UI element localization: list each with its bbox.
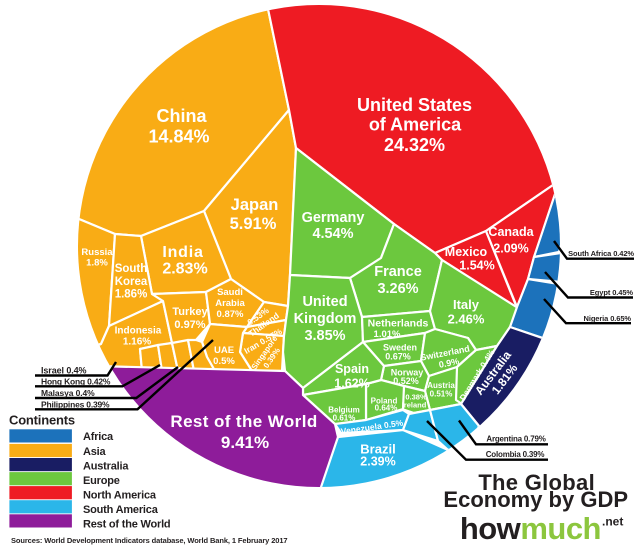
svg-text:Brazil: Brazil [360,442,395,457]
svg-text:Kingdom: Kingdom [294,311,357,327]
svg-text:0.38%: 0.38% [405,393,427,402]
svg-text:Sweden: Sweden [383,343,417,353]
svg-text:South Africa 0.42%: South Africa 0.42% [568,249,634,258]
svg-text:Egypt 0.45%: Egypt 0.45% [590,288,634,297]
svg-text:The Global: The Global [478,470,595,495]
svg-text:Sources: World Development Ind: Sources: World Development Indicators da… [11,536,287,545]
svg-text:Austria: Austria [427,381,455,390]
svg-text:0.87%: 0.87% [217,309,244,320]
svg-text:14.84%: 14.84% [148,127,209,147]
svg-text:Canada: Canada [488,225,534,239]
svg-text:Asia: Asia [83,446,107,458]
svg-text:Germany: Germany [302,210,365,226]
svg-text:howmuch: howmuch [460,511,601,546]
svg-text:Spain: Spain [335,362,369,376]
svg-text:Argentina 0.79%: Argentina 0.79% [486,434,545,443]
svg-text:UAE: UAE [214,345,234,356]
svg-text:2.09%: 2.09% [493,242,528,256]
svg-text:0.61%: 0.61% [333,414,356,423]
svg-text:1.62%: 1.62% [334,377,369,391]
svg-text:Norway: Norway [391,368,424,378]
svg-text:South: South [115,263,148,275]
svg-text:0.67%: 0.67% [385,352,411,362]
svg-text:1.54%: 1.54% [459,259,494,273]
svg-text:Ireland: Ireland [402,401,427,410]
svg-text:0.64%: 0.64% [375,404,398,413]
svg-text:Colombia 0.39%: Colombia 0.39% [486,450,545,459]
svg-text:5.91%: 5.91% [230,215,277,233]
svg-text:of America: of America [369,115,462,135]
svg-text:Arabia: Arabia [215,298,245,309]
svg-text:Malasya 0.4%: Malasya 0.4% [41,388,95,398]
svg-text:India: India [162,244,203,261]
svg-text:Rest of the World: Rest of the World [170,412,317,431]
svg-text:1.86%: 1.86% [115,289,148,301]
svg-text:1.01%: 1.01% [374,329,401,340]
svg-text:.net: .net [602,515,623,529]
svg-text:24.32%: 24.32% [384,135,445,155]
svg-text:2.39%: 2.39% [360,455,395,469]
svg-text:Continents: Continents [9,413,75,428]
svg-text:Italy: Italy [453,297,480,312]
svg-text:Turkey: Turkey [172,306,208,318]
svg-text:9.41%: 9.41% [221,433,269,452]
svg-text:Belgium: Belgium [328,406,360,415]
svg-text:2.46%: 2.46% [448,312,485,327]
svg-text:China: China [156,106,207,126]
svg-text:Saudi: Saudi [217,287,243,298]
svg-text:Indonesia: Indonesia [115,326,162,337]
svg-text:Poland: Poland [371,397,398,406]
svg-text:0.51%: 0.51% [430,390,453,399]
svg-text:3.26%: 3.26% [377,281,418,297]
svg-text:Economy by GDP: Economy by GDP [443,487,628,512]
svg-text:Korea: Korea [115,276,148,288]
svg-text:Africa: Africa [83,431,114,443]
svg-text:France: France [374,264,422,280]
svg-text:3.85%: 3.85% [304,328,345,344]
svg-text:Hong Kong 0.42%: Hong Kong 0.42% [41,376,111,386]
svg-text:Europe: Europe [83,475,120,487]
svg-text:Rest of the World: Rest of the World [83,519,170,531]
svg-text:1.16%: 1.16% [123,337,151,348]
svg-text:Mexico: Mexico [445,245,488,259]
svg-text:Netherlands: Netherlands [368,318,429,330]
svg-text:Russia: Russia [81,247,113,258]
svg-text:4.54%: 4.54% [312,226,353,242]
svg-text:United States: United States [357,95,472,115]
svg-text:0.5%: 0.5% [213,356,235,367]
svg-text:2.83%: 2.83% [162,261,207,278]
svg-text:South America: South America [83,504,159,516]
svg-text:Japan: Japan [231,196,279,214]
svg-text:Philippines 0.39%: Philippines 0.39% [41,399,110,409]
svg-text:Nigeria 0.65%: Nigeria 0.65% [584,314,632,323]
svg-text:0.9%: 0.9% [438,356,460,370]
svg-text:North America: North America [83,490,157,502]
svg-text:1.8%: 1.8% [86,258,108,269]
svg-text:Israel 0.4%: Israel 0.4% [41,366,87,376]
svg-text:Australia: Australia [83,460,129,472]
svg-text:United: United [302,294,347,310]
svg-text:0.97%: 0.97% [174,319,205,331]
svg-text:0.52%: 0.52% [393,376,419,386]
